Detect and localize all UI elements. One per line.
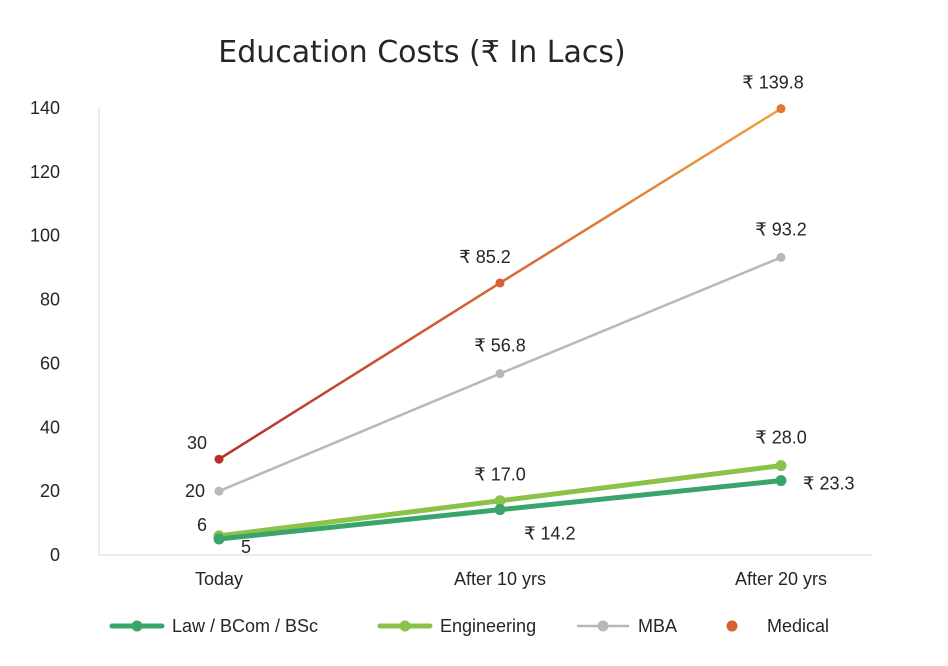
- y-axis-ticks: 0 20 40 60 80 100 120 140: [30, 98, 60, 565]
- data-label: 5: [241, 537, 251, 557]
- legend-item-2: MBA: [576, 616, 677, 636]
- y-tick-label: 140: [30, 98, 60, 118]
- data-label: ₹ 23.3: [803, 474, 855, 494]
- legend-label: Engineering: [440, 616, 536, 636]
- data-labels: 5 ₹ 14.2 ₹ 23.3 6 ₹ 17.0 ₹ 28.0 20 ₹ 56.8 ₹ 93.2…: [185, 73, 855, 557]
- series-layer: [213, 104, 787, 545]
- series-0: [213, 475, 787, 545]
- data-label: ₹ 56.8: [474, 336, 526, 356]
- series-point: [775, 460, 787, 472]
- x-axis-ticks: Today After 10 yrs After 20 yrs: [195, 569, 827, 589]
- series-point: [495, 278, 505, 288]
- series-point: [495, 369, 505, 379]
- data-label: ₹ 17.0: [474, 465, 526, 485]
- series-point: [776, 252, 786, 262]
- legend-swatch-marker: [131, 620, 143, 632]
- series-point: [214, 454, 224, 464]
- series-point: [213, 533, 225, 545]
- legend-label: Law / BCom / BSc: [172, 616, 318, 636]
- legend: Law / BCom / BSc Engineering MBA Medical: [109, 616, 829, 636]
- legend-item-0: Law / BCom / BSc: [109, 616, 318, 636]
- y-tick-label: 60: [40, 353, 60, 373]
- legend-label: MBA: [638, 616, 677, 636]
- y-tick-label: 120: [30, 162, 60, 182]
- series-point: [775, 475, 787, 487]
- y-tick-label: 20: [40, 481, 60, 501]
- series-3: [214, 104, 786, 464]
- series-point: [494, 495, 506, 507]
- y-tick-label: 0: [50, 545, 60, 565]
- data-label: ₹ 93.2: [755, 219, 807, 239]
- legend-swatch-marker: [726, 620, 738, 632]
- x-tick-label: After 10 yrs: [454, 569, 546, 589]
- y-tick-label: 40: [40, 417, 60, 437]
- data-label: ₹ 28.0: [755, 428, 807, 448]
- series-point: [776, 104, 786, 114]
- data-label: 20: [185, 481, 205, 501]
- legend-item-1: Engineering: [377, 616, 536, 636]
- y-tick-label: 100: [30, 226, 60, 246]
- data-label: 6: [197, 515, 207, 535]
- series-point: [494, 504, 506, 516]
- legend-swatch-marker: [399, 620, 411, 632]
- y-tick-label: 80: [40, 290, 60, 310]
- legend-swatch-marker: [597, 620, 609, 632]
- chart-title: Education Costs (₹ In Lacs): [218, 35, 625, 70]
- data-label: 30: [187, 433, 207, 453]
- data-label: ₹ 85.2: [459, 247, 511, 267]
- series-2: [214, 252, 786, 496]
- x-tick-label: After 20 yrs: [735, 569, 827, 589]
- data-label: ₹ 139.8: [742, 73, 804, 93]
- x-tick-label: Today: [195, 569, 243, 589]
- series-point: [214, 486, 224, 496]
- legend-label: Medical: [767, 616, 829, 636]
- data-label: ₹ 14.2: [524, 524, 576, 544]
- legend-item-3: Medical: [705, 616, 829, 636]
